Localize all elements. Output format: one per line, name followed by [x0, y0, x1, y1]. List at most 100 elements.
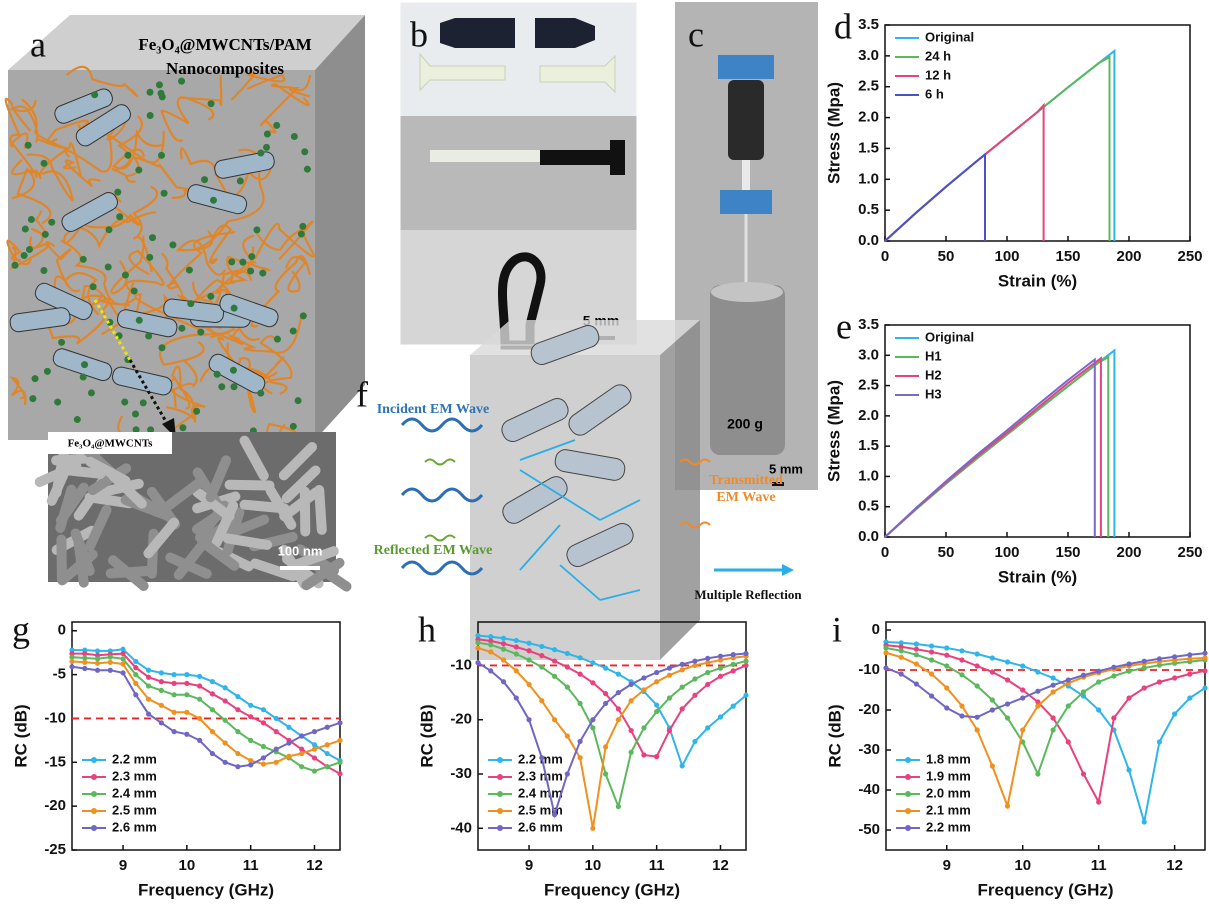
x-tick-label: 50	[938, 544, 955, 561]
marker	[120, 650, 126, 657]
crosslink	[25, 245, 33, 253]
marker	[590, 717, 596, 723]
polymer-chain	[111, 115, 143, 177]
marker	[171, 729, 177, 735]
marker	[974, 727, 980, 733]
marker	[628, 727, 634, 734]
marker	[82, 655, 88, 661]
marker	[1035, 703, 1041, 709]
marker	[989, 707, 995, 713]
marker	[488, 634, 494, 640]
crosslink	[230, 383, 238, 391]
crosslink	[27, 215, 35, 223]
fiber	[205, 455, 232, 503]
x-tick-label: 250	[1177, 544, 1202, 561]
x-tick-label: 150	[1055, 544, 1080, 561]
marker	[273, 729, 279, 735]
x-tick-label: 10	[179, 857, 196, 874]
marker	[1141, 685, 1147, 691]
crosslink	[139, 399, 147, 407]
marker	[158, 720, 164, 726]
series-line	[885, 651, 1206, 810]
x-axis-label: Frequency (GHz)	[138, 880, 274, 899]
crosslink	[48, 218, 56, 226]
marker	[1050, 727, 1056, 733]
y-tick-label: 0.5	[858, 201, 879, 218]
marker	[197, 696, 203, 702]
x-tick-label: 12	[712, 857, 729, 874]
marker	[1035, 669, 1041, 675]
marker	[628, 749, 634, 755]
tubes	[501, 325, 634, 567]
legend-label: 2.1 mm	[926, 802, 971, 817]
crosslink	[121, 398, 129, 406]
marker	[1096, 668, 1102, 674]
marker	[654, 679, 660, 685]
crosslink	[289, 422, 297, 430]
crosslink	[79, 255, 87, 263]
marker	[513, 644, 519, 650]
y-tick-label: 0.0	[858, 528, 879, 545]
x-tick-label: 12	[306, 857, 323, 874]
marker	[526, 657, 532, 663]
series-line	[884, 152, 986, 242]
marker	[974, 663, 980, 669]
marker	[590, 725, 596, 731]
scale-bar-label: 5 mm	[769, 461, 803, 476]
polymer-chain	[106, 111, 165, 164]
marker	[1187, 656, 1193, 662]
marker	[82, 650, 88, 657]
marker	[913, 652, 919, 658]
x-tick-label: 11	[1091, 857, 1107, 874]
marker	[324, 750, 330, 757]
crosslink	[289, 327, 297, 335]
crosslink	[185, 266, 193, 274]
marker	[286, 740, 292, 746]
marker	[974, 714, 980, 720]
legend-label: 2.2 mm	[926, 819, 971, 834]
y-tick-label: -20	[450, 711, 472, 728]
marker	[944, 645, 950, 651]
series-line	[885, 647, 1206, 777]
crosslink	[299, 312, 307, 320]
weight-label: 200 g	[727, 416, 763, 432]
marker	[705, 655, 711, 661]
panel-letter: i	[832, 609, 842, 649]
crosslink	[29, 395, 37, 403]
fiber	[84, 504, 112, 552]
marker	[1020, 695, 1026, 701]
marker	[235, 707, 241, 713]
x-tick-label: 0	[881, 544, 889, 561]
fiber	[164, 476, 207, 511]
plot-frame	[884, 324, 1191, 538]
marker	[974, 683, 980, 689]
polymer-chain	[63, 159, 101, 188]
photo	[400, 2, 637, 116]
crosslink	[303, 165, 311, 173]
x-tick-label: 11	[243, 857, 259, 874]
fiber	[197, 536, 240, 571]
marker	[913, 641, 919, 647]
marker	[133, 692, 139, 698]
marker	[705, 681, 711, 688]
crosslink	[263, 130, 271, 138]
panel-b: 5 mm b	[399, 1, 638, 350]
panel-title: Nanocomposites	[166, 59, 284, 78]
marker	[1141, 665, 1147, 671]
crosslink	[169, 241, 177, 249]
marker	[1126, 661, 1132, 667]
series-line	[477, 634, 747, 769]
legend-marker	[497, 774, 503, 780]
pointer	[128, 359, 170, 426]
crosslink	[207, 292, 215, 300]
reflected-label: Reflected EM Wave	[374, 543, 493, 558]
legend-label: 2.3 mm	[112, 768, 157, 783]
marker	[692, 692, 698, 698]
marker	[248, 702, 254, 708]
marker	[692, 662, 698, 669]
panel-letter: f	[356, 374, 368, 414]
crosslink	[146, 88, 154, 96]
marker	[590, 680, 596, 686]
marker	[1156, 656, 1163, 662]
marker	[539, 698, 545, 704]
